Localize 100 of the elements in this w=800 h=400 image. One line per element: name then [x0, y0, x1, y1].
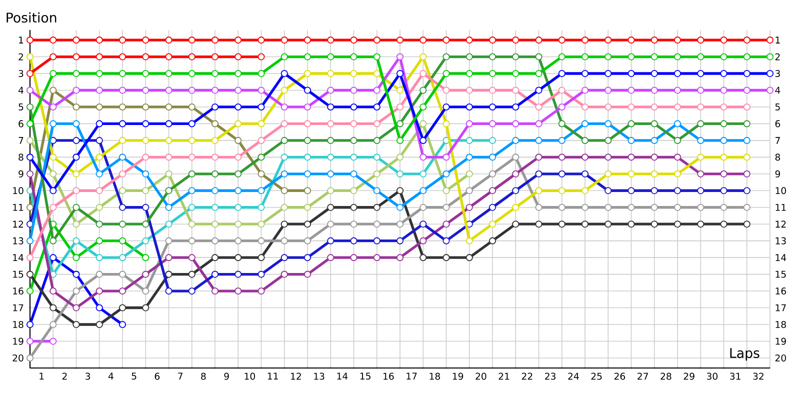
point	[488, 136, 496, 144]
point	[72, 136, 80, 144]
y-tick-label: 15	[13, 270, 24, 278]
point	[420, 120, 427, 128]
point	[581, 36, 589, 44]
point	[604, 170, 612, 178]
point	[142, 36, 150, 44]
point	[188, 103, 196, 111]
point	[234, 187, 242, 194]
point	[96, 36, 103, 44]
point	[373, 204, 380, 211]
point	[118, 220, 126, 228]
point	[118, 120, 126, 128]
point	[50, 103, 57, 111]
point	[350, 136, 358, 144]
point	[373, 220, 380, 228]
point	[26, 354, 34, 362]
point	[373, 86, 380, 94]
point	[604, 120, 612, 128]
x-tick-label: 6	[154, 372, 160, 380]
point	[258, 237, 265, 244]
x-tick-label: 13	[314, 372, 324, 380]
point	[350, 120, 358, 128]
point	[628, 204, 635, 211]
y-tick-label: 3	[18, 70, 24, 78]
point	[396, 103, 404, 111]
point	[581, 53, 589, 60]
point	[442, 53, 450, 60]
point	[96, 154, 103, 161]
point	[442, 220, 450, 228]
point	[234, 287, 242, 295]
point	[165, 103, 172, 111]
point	[50, 237, 57, 244]
point	[697, 204, 704, 211]
point	[466, 103, 473, 111]
point	[26, 103, 34, 111]
point	[650, 120, 658, 128]
point	[72, 120, 80, 128]
point	[628, 136, 635, 144]
point	[188, 120, 196, 128]
point	[72, 53, 80, 60]
point	[96, 136, 103, 144]
point	[743, 170, 750, 178]
point	[96, 270, 103, 278]
point	[743, 154, 750, 161]
point	[512, 36, 520, 44]
point	[258, 136, 265, 144]
point	[26, 320, 34, 328]
point	[674, 204, 682, 211]
point	[118, 36, 126, 44]
y2-tick-label: 7	[776, 137, 780, 144]
point	[280, 237, 288, 244]
x-tick-label: 22	[522, 372, 532, 380]
point	[697, 120, 704, 128]
point	[327, 154, 334, 161]
point	[720, 136, 728, 144]
point	[26, 237, 34, 244]
point	[466, 36, 473, 44]
point	[72, 270, 80, 278]
point	[420, 154, 427, 161]
x-tick-label: 15	[360, 372, 370, 380]
point	[211, 53, 219, 60]
point	[558, 220, 566, 228]
point	[512, 120, 520, 128]
point	[327, 120, 334, 128]
point	[234, 220, 242, 228]
point	[535, 136, 542, 144]
x-tick-label: 23	[545, 372, 556, 380]
point	[188, 154, 196, 161]
point	[142, 120, 150, 128]
point	[512, 154, 520, 161]
y-tick-label: 20	[12, 354, 24, 362]
point	[466, 120, 473, 128]
point	[466, 70, 473, 78]
point	[118, 136, 126, 144]
point	[50, 70, 57, 78]
point	[118, 154, 126, 161]
point	[396, 187, 404, 194]
point	[396, 86, 404, 94]
point	[234, 53, 242, 60]
point	[165, 270, 172, 278]
point	[26, 86, 34, 94]
point	[720, 154, 728, 161]
point	[373, 70, 380, 78]
point	[50, 204, 57, 211]
point	[50, 36, 57, 44]
point	[258, 86, 265, 94]
y2-tick-label: 8	[775, 154, 780, 161]
point	[118, 320, 126, 328]
point	[327, 187, 334, 194]
point	[188, 287, 196, 295]
point	[512, 70, 520, 78]
point	[142, 170, 150, 178]
point	[558, 70, 566, 78]
point	[96, 204, 103, 211]
point	[466, 187, 473, 194]
point	[558, 154, 566, 161]
x-tick-label: 21	[498, 372, 510, 380]
point	[466, 53, 473, 60]
point	[373, 53, 380, 60]
